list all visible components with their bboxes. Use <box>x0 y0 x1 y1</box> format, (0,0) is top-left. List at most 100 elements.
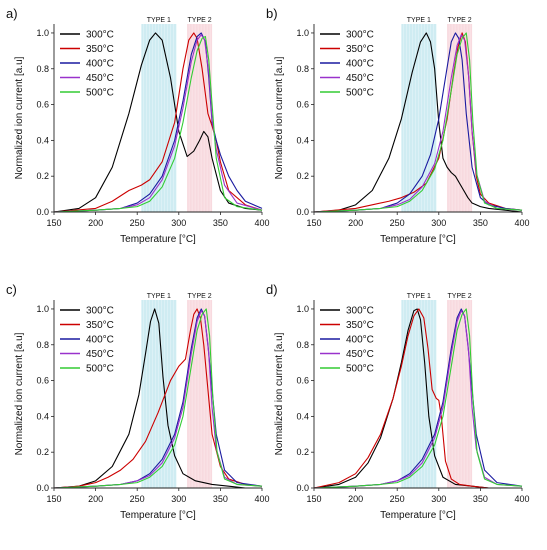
y-axis-title: Normalized ion current [a.u] <box>274 56 285 179</box>
legend-label: 300°C <box>86 30 114 41</box>
series-line-400c <box>53 32 263 213</box>
x-tick-label: 250 <box>390 494 405 504</box>
series-line-350c <box>53 32 263 213</box>
x-tick-label: 200 <box>348 494 363 504</box>
x-tick-label: 200 <box>348 218 363 228</box>
legend-label: 350°C <box>86 44 114 55</box>
y-tick-label: 0.4 <box>36 411 49 421</box>
legend-label: 300°C <box>346 306 374 317</box>
x-tick-label: 400 <box>514 218 529 228</box>
band-label: TYPE 1 <box>407 293 431 300</box>
x-tick-label: 250 <box>130 494 145 504</box>
band-type-1 <box>401 300 437 488</box>
chart-panel-b: TYPE 1 TYPE 2 150 200 250 300 350 400 0.0 0.2 0.4 0… <box>266 6 530 245</box>
band-type-1 <box>141 300 177 488</box>
y-tick-label: 0.8 <box>36 64 49 74</box>
legend-label: 450°C <box>346 349 374 360</box>
band-label: TYPE 2 <box>188 293 212 300</box>
x-tick-label: 350 <box>213 494 228 504</box>
x-tick-label: 400 <box>514 494 529 504</box>
x-tick-label: 350 <box>473 218 488 228</box>
y-tick-label: 0.8 <box>36 340 49 350</box>
x-axis-title: Temperature [°C] <box>120 234 196 245</box>
y-tick-label: 0.4 <box>296 411 309 421</box>
y-tick-label: 0.2 <box>296 447 309 457</box>
legend-label: 450°C <box>86 349 114 360</box>
band-type-2 <box>447 24 473 212</box>
band-label: TYPE 1 <box>407 17 431 24</box>
legend-label: 500°C <box>346 88 374 99</box>
x-tick-label: 150 <box>306 218 321 228</box>
series-line-500c <box>313 32 523 213</box>
y-tick-label: 0.4 <box>296 135 309 145</box>
legend-label: 350°C <box>86 320 114 331</box>
panel-letter: a) <box>6 6 18 21</box>
x-tick-label: 150 <box>306 494 321 504</box>
x-tick-label: 200 <box>88 218 103 228</box>
y-tick-label: 0.6 <box>36 376 49 386</box>
x-tick-label: 400 <box>254 218 269 228</box>
series-line-500c <box>313 308 523 489</box>
y-tick-label: 1.0 <box>36 304 49 314</box>
y-tick-label: 0.6 <box>296 100 309 110</box>
x-tick-label: 200 <box>88 494 103 504</box>
band-label: TYPE 2 <box>448 17 472 24</box>
legend: 300°C 350°C 400°C 450°C 500°C <box>60 30 114 99</box>
legend-label: 400°C <box>346 59 374 70</box>
legend-label: 300°C <box>346 30 374 41</box>
y-axis-title: Normalized ion current [a.u] <box>14 332 25 455</box>
legend: 300°C 350°C 400°C 450°C 500°C <box>60 306 114 375</box>
legend-label: 450°C <box>346 73 374 84</box>
x-tick-label: 150 <box>46 218 61 228</box>
legend: 300°C 350°C 400°C 450°C 500°C <box>320 30 374 99</box>
panel-letter: c) <box>6 282 17 297</box>
legend-label: 400°C <box>346 335 374 346</box>
legend-label: 350°C <box>346 44 374 55</box>
legend: 300°C 350°C 400°C 450°C 500°C <box>320 306 374 375</box>
x-tick-label: 350 <box>473 494 488 504</box>
band-label: TYPE 2 <box>188 17 212 24</box>
x-tick-label: 250 <box>130 218 145 228</box>
legend-label: 400°C <box>86 335 114 346</box>
chart-panel-d: TYPE 1 TYPE 2 150 200 250 300 350 400 0.0 0.2 0.4 0… <box>266 282 530 521</box>
y-tick-label: 0.6 <box>36 100 49 110</box>
legend-label: 350°C <box>346 320 374 331</box>
x-axis-title: Temperature [°C] <box>120 510 196 521</box>
series-line-350c <box>313 308 522 489</box>
legend-label: 450°C <box>86 73 114 84</box>
x-axis-title: Temperature [°C] <box>380 234 456 245</box>
y-tick-label: 1.0 <box>296 304 309 314</box>
y-tick-label: 0.2 <box>36 171 49 181</box>
series-line-400c <box>313 32 523 213</box>
legend-label: 300°C <box>86 306 114 317</box>
band-type-2 <box>447 300 473 488</box>
y-tick-label: 0.2 <box>296 171 309 181</box>
series-line-450c <box>53 34 263 213</box>
x-tick-label: 400 <box>254 494 269 504</box>
series-line-500c <box>53 308 263 489</box>
y-tick-label: 0.4 <box>36 135 49 145</box>
chart-panel-c: TYPE 1 TYPE 2 150 200 250 300 350 400 0.0 0.2 0.4 0… <box>6 282 270 521</box>
x-tick-label: 300 <box>171 218 186 228</box>
series-line-300c <box>313 308 522 489</box>
band-label: TYPE 1 <box>147 293 171 300</box>
y-axis-title: Normalized ion current [a.u] <box>274 332 285 455</box>
panel-letter: b) <box>266 6 278 21</box>
y-tick-label: 0.2 <box>36 447 49 457</box>
y-tick-label: 0.8 <box>296 340 309 350</box>
x-tick-label: 300 <box>431 494 446 504</box>
x-tick-label: 300 <box>431 218 446 228</box>
y-tick-label: 0.0 <box>296 207 309 217</box>
series-line-300c <box>53 32 263 213</box>
x-tick-label: 300 <box>171 494 186 504</box>
x-tick-label: 350 <box>213 218 228 228</box>
y-tick-label: 0.0 <box>36 483 49 493</box>
chart-panel-a: TYPE 1 TYPE 2 150 200 250 300 350 400 0.0 0.2 0.4 0… <box>6 6 270 245</box>
x-tick-label: 150 <box>46 494 61 504</box>
y-tick-label: 1.0 <box>36 28 49 38</box>
series-line-300c <box>53 308 262 489</box>
legend-label: 500°C <box>86 364 114 375</box>
legend-label: 500°C <box>346 364 374 375</box>
band-label: TYPE 2 <box>448 293 472 300</box>
series-line-500c <box>53 35 263 213</box>
